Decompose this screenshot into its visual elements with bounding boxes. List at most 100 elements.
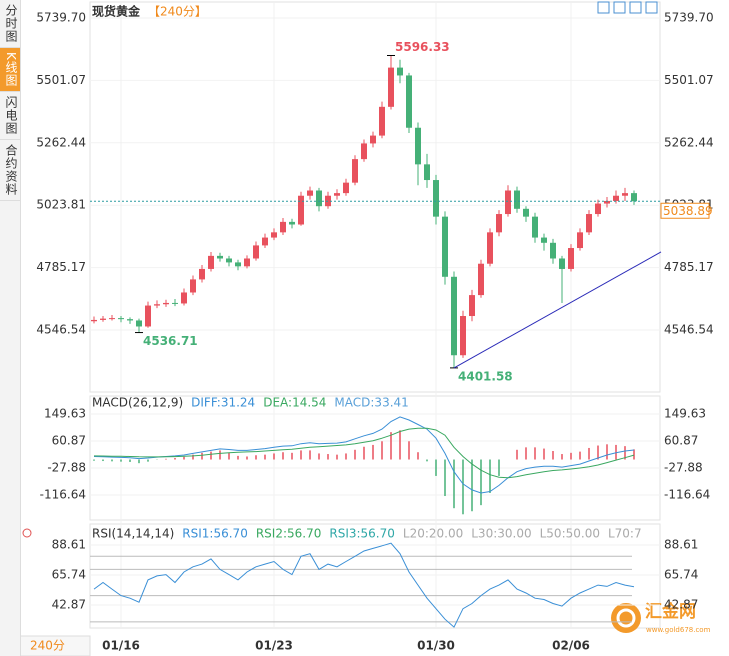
rsi-indicator: L70:7 xyxy=(608,527,642,541)
candle-body xyxy=(514,190,520,209)
candle-body xyxy=(343,182,349,194)
y-tick-label: -27.88 xyxy=(664,461,703,475)
candle-body xyxy=(307,190,313,196)
y-tick-label: 4546.54 xyxy=(664,322,714,336)
candle-body xyxy=(379,106,385,136)
candle-body xyxy=(478,263,484,296)
y-tick-label: -116.64 xyxy=(40,488,86,502)
candle-body xyxy=(244,258,250,267)
x-tick-label: 02/06 xyxy=(552,639,590,653)
y-tick-label: 65.74 xyxy=(52,567,86,581)
tool-icon[interactable] xyxy=(613,1,626,14)
y-tick-label: 149.63 xyxy=(44,406,86,420)
candle-body xyxy=(235,262,241,267)
settings-icon[interactable] xyxy=(22,528,32,538)
diff-line xyxy=(93,416,635,494)
candle-body xyxy=(415,127,421,165)
candle-body xyxy=(451,276,457,356)
y-tick-label: 5739.70 xyxy=(664,11,714,25)
candle-body xyxy=(568,248,574,269)
sidebar: 分时图 K线图 闪电图 合约资料 xyxy=(0,0,21,656)
y-tick-label: 5501.07 xyxy=(664,73,714,87)
candle-body xyxy=(172,302,178,304)
candle-body xyxy=(316,190,322,207)
candle-body xyxy=(550,242,556,259)
candle-body xyxy=(406,75,412,128)
price-panel xyxy=(89,1,661,393)
candle-body xyxy=(433,180,439,217)
candle-body xyxy=(613,195,619,201)
candle-body xyxy=(199,268,205,280)
candle-body xyxy=(127,319,133,321)
y-tick-label: 60.87 xyxy=(52,434,86,448)
candle-body xyxy=(109,318,115,320)
macd-indicator: DEA:14.54 xyxy=(263,396,326,410)
period-button-label[interactable]: 240分 xyxy=(30,639,65,653)
candle-body xyxy=(595,203,601,215)
sidebar-tab[interactable]: 合约资料 xyxy=(0,140,20,201)
tool-icon[interactable] xyxy=(629,1,642,14)
candle-body xyxy=(280,221,286,233)
macd-indicator: MACD:33.41 xyxy=(334,396,408,410)
candle-body xyxy=(271,232,277,238)
chart-title: 现货黄金 xyxy=(92,4,141,19)
candle-body xyxy=(91,319,97,322)
candle-body xyxy=(532,216,538,238)
sidebar-tab[interactable]: K线图 xyxy=(0,48,20,92)
tool-icon[interactable] xyxy=(597,1,610,14)
candle-body xyxy=(154,304,160,306)
candle-body xyxy=(604,200,610,204)
tool-icon[interactable] xyxy=(645,1,658,14)
candle-body xyxy=(541,237,547,243)
candle-body xyxy=(289,221,295,225)
rsi-indicator: RSI3:56.70 xyxy=(329,527,395,541)
macd-panel xyxy=(89,395,661,521)
candle-body xyxy=(118,318,124,320)
logo-url: www.gold678.com xyxy=(646,626,711,634)
candle-body xyxy=(496,214,502,233)
y-tick-label: 5262.44 xyxy=(664,135,714,149)
last-price-label: 5038.89 xyxy=(663,204,713,218)
candle-body xyxy=(460,316,466,356)
last-price-box xyxy=(660,202,710,219)
candle-body xyxy=(586,214,592,233)
candle-body xyxy=(388,67,394,107)
macd-indicator: DIFF:31.24 xyxy=(191,396,255,410)
y-tick-label: 42.87 xyxy=(52,597,86,611)
rsi-panel xyxy=(89,523,661,629)
candle-body xyxy=(469,295,475,317)
candle-body xyxy=(370,135,376,144)
y-tick-label: 4785.17 xyxy=(36,260,86,274)
candle-body xyxy=(262,237,268,246)
candle-body xyxy=(208,255,214,269)
y-tick-label: 5023.81 xyxy=(36,198,86,212)
y-tick-label: 5501.07 xyxy=(36,73,86,87)
sidebar-tab[interactable]: 闪电图 xyxy=(0,92,20,140)
logo-text: 汇金网 xyxy=(645,601,696,622)
candle-body xyxy=(163,302,169,305)
annotation-label: 4401.58 xyxy=(458,369,513,383)
toolbar[interactable] xyxy=(597,1,658,14)
y-tick-label: 65.74 xyxy=(664,567,698,581)
candle-body xyxy=(253,245,259,259)
annotation-label: 4536.71 xyxy=(143,334,198,348)
candle-body xyxy=(226,258,232,263)
rsi-indicator: L50:50.00 xyxy=(540,527,600,541)
rsi-indicator: L20:20.00 xyxy=(403,527,463,541)
y-tick-label: 88.61 xyxy=(52,537,86,551)
y-tick-label: 88.61 xyxy=(664,537,698,551)
y-tick-label: 42.87 xyxy=(664,597,698,611)
dea-line xyxy=(93,427,635,479)
y-tick-label: -116.64 xyxy=(664,488,710,502)
candle-body xyxy=(505,190,511,215)
candle-body xyxy=(361,143,367,160)
candle-body xyxy=(100,318,106,320)
sidebar-tab[interactable]: 分时图 xyxy=(0,0,20,48)
x-tick-label: 01/23 xyxy=(255,639,293,653)
candle-body xyxy=(217,255,223,259)
y-tick-label: 4785.17 xyxy=(664,260,714,274)
rsi-indicator: RSI1:56.70 xyxy=(182,527,248,541)
candle-body xyxy=(334,193,340,196)
candle-body xyxy=(559,258,565,269)
